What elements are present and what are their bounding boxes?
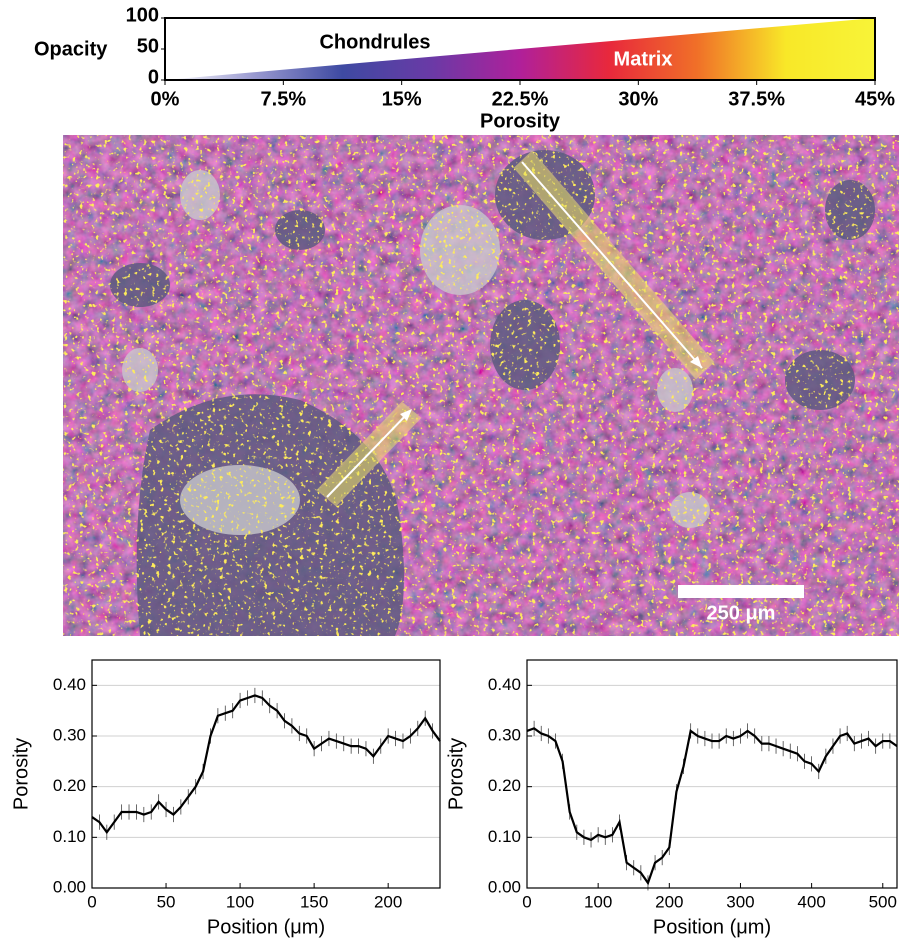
x-tick-label: 15% <box>382 88 422 110</box>
x-tick-label: 400 <box>797 892 825 911</box>
opacity-ramp <box>165 18 875 80</box>
annotation: Chondrules <box>319 31 430 53</box>
y-tick-label: 0.40 <box>488 675 521 694</box>
y-tick-label: 50 <box>137 35 159 57</box>
plot-frame <box>91 659 441 889</box>
y-tick-label: 0 <box>148 66 159 88</box>
annotation: Matrix <box>614 48 673 70</box>
y-tick-label: 0.00 <box>53 877 86 896</box>
x-tick-label: 200 <box>374 892 402 911</box>
x-tick-label: 0 <box>522 892 531 911</box>
profile-strip <box>316 150 715 507</box>
x-tick-label: 500 <box>869 892 897 911</box>
y-tick-label: 100 <box>126 4 159 26</box>
y-tick-label: 0.30 <box>53 725 86 744</box>
x-tick-label: 100 <box>584 892 612 911</box>
x-tick-label: 37.5% <box>728 88 785 110</box>
y-axis-label: Porosity <box>445 738 467 810</box>
x-tick-label: 0 <box>87 892 96 911</box>
y-tick-label: 0.10 <box>488 827 521 846</box>
y-tick-label: 0.10 <box>53 827 86 846</box>
x-tick-label: 200 <box>655 892 683 911</box>
line-chart: 0.00 0.10 0.20 0.30 0.40 0 100 200 300 400 500 Posi… <box>445 659 898 938</box>
y-tick-label: 0.00 <box>488 877 521 896</box>
x-tick-label: 0% <box>151 88 180 110</box>
x-tick-label: 150 <box>300 892 328 911</box>
plot-area <box>92 660 440 888</box>
x-tick-label: 22.5% <box>492 88 549 110</box>
plot-frame <box>526 659 898 889</box>
x-axis-label: Position (μm) <box>653 916 771 938</box>
y-tick-label: 0.20 <box>488 776 521 795</box>
x-tick-label: 300 <box>726 892 754 911</box>
profile-line <box>91 694 441 835</box>
y-tick-label: 0.40 <box>53 675 86 694</box>
y-axis-label: Opacity <box>34 38 108 60</box>
plot-area <box>527 660 897 888</box>
x-axis-label: Position (μm) <box>207 916 325 938</box>
x-tick-label: 30% <box>618 88 658 110</box>
micrograph: 250 μm <box>63 135 899 636</box>
colorbar: Chondrules Matrix 0 50 100 0% 7.5% 15% 22.5% 30… <box>34 4 895 132</box>
x-tick-label: 100 <box>226 892 254 911</box>
x-axis-label: Porosity <box>480 110 561 132</box>
line-chart: 0.00 0.10 0.20 0.30 0.40 0 50 100 150 200 Position… <box>10 659 441 938</box>
x-tick-label: 45% <box>855 88 895 110</box>
scale-bar-label: 250 μm <box>707 602 776 624</box>
scale-bar <box>678 585 804 598</box>
y-tick-label: 0.30 <box>488 725 521 744</box>
y-tick-label: 0.20 <box>53 776 86 795</box>
x-tick-label: 7.5% <box>261 88 307 110</box>
y-axis-label: Porosity <box>10 738 32 810</box>
profile-line <box>526 727 898 886</box>
x-tick-label: 50 <box>157 892 176 911</box>
